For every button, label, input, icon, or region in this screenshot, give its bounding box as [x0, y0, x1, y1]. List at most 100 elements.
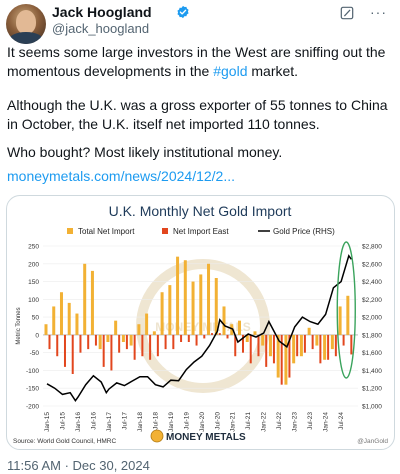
more-options-icon[interactable]: ··· — [370, 4, 387, 20]
bar-total-26 — [245, 334, 249, 342]
hashtag-link[interactable]: #gold — [213, 63, 248, 79]
watermark: MONEY METALS — [136, 259, 270, 393]
bar-east-19 — [195, 334, 198, 346]
chart-legend: Total Net Import Net Import East Gold Pric… — [67, 227, 335, 236]
chart-image-card[interactable]: MONEY METALS U.K. Monthly Net Gold Impor… — [6, 195, 395, 450]
x-tick-4: Jan-17 — [106, 412, 113, 432]
bar-total-19 — [191, 281, 195, 335]
bar-east-4 — [79, 334, 82, 353]
bar-total-21 — [207, 263, 211, 335]
bar-east-17 — [180, 334, 183, 342]
y-tick-4: 50 — [32, 315, 40, 322]
verified-badge-icon — [177, 5, 189, 19]
avatar-face — [16, 10, 36, 34]
bar-east-15 — [164, 334, 167, 350]
bar-total-7 — [98, 334, 102, 350]
y2-tick-6: $1,600 — [362, 350, 382, 357]
watermark-text: MONEY METALS — [155, 320, 251, 334]
x-tick-10: Jan-20 — [199, 412, 206, 432]
bar-east-37 — [334, 334, 337, 357]
y-tick-8: -150 — [26, 386, 39, 393]
bar-total-38 — [338, 306, 342, 335]
tweet-text-1b: market. — [247, 63, 299, 79]
bar-east-33 — [303, 334, 306, 353]
highlight-ellipse-shape — [336, 241, 356, 379]
y-axis-label: Metric Tonnes — [16, 307, 22, 344]
bar-east-36 — [327, 334, 330, 360]
bar-total-16 — [168, 285, 172, 335]
chart-title: U.K. Monthly Net Gold Import — [109, 203, 292, 219]
bar-east-0 — [48, 334, 51, 350]
bar-east-39 — [350, 334, 353, 355]
bar-east-18 — [187, 334, 190, 342]
bar-total-4 — [75, 313, 79, 335]
bar-total-10 — [121, 334, 125, 342]
chart-bars — [44, 256, 353, 385]
chart-source: Source: World Gold Council, HMRC — [13, 438, 116, 445]
bar-total-5 — [83, 263, 87, 335]
tweet-paragraph-2: Although the U.K. was a gross exporter o… — [7, 97, 388, 132]
x-tick-3: Jul-16 — [90, 412, 97, 430]
bar-east-30 — [280, 334, 283, 385]
bar-total-8 — [106, 334, 110, 342]
x-tick-15: Jul-22 — [276, 412, 283, 430]
bar-east-32 — [296, 334, 299, 357]
bar-east-14 — [156, 334, 159, 357]
bar-total-17 — [176, 256, 180, 335]
bar-total-28 — [261, 334, 265, 346]
bar-total-18 — [183, 260, 187, 335]
y2-tick-7: $1,400 — [362, 368, 382, 375]
tweet-timestamp[interactable]: 11:56 AM · Dec 30, 2024 — [7, 458, 150, 473]
bar-east-25 — [241, 334, 244, 353]
bar-total-1 — [52, 306, 56, 335]
y-tick-1: 200 — [28, 261, 39, 268]
y2-tick-1: $2,600 — [362, 261, 382, 268]
bar-total-2 — [59, 292, 63, 335]
chart-credit: @JanGold — [357, 438, 388, 445]
x-tick-1: Jul-15 — [59, 412, 66, 430]
bar-east-34 — [311, 334, 314, 350]
bar-east-27 — [257, 334, 260, 357]
y-tick-6: -50 — [30, 350, 40, 357]
author-name[interactable]: Jack Hoogland — [52, 4, 152, 20]
bar-total-36 — [323, 334, 327, 360]
tweet-paragraph-1: It seems some large investors in the Wes… — [7, 43, 397, 81]
x-tick-14: Jan-22 — [261, 412, 268, 432]
bar-east-3 — [71, 334, 74, 374]
grok-icon[interactable] — [340, 6, 354, 20]
tweet-text-1a: It seems some large investors in the Wes… — [7, 44, 386, 79]
author-handle[interactable]: @jack_hoogland — [52, 21, 150, 36]
bar-total-14 — [152, 331, 156, 335]
bar-east-22 — [218, 333, 221, 335]
x-tick-19: Jul-24 — [338, 412, 345, 430]
x-tick-16: Jan-23 — [292, 412, 299, 432]
bar-total-23 — [222, 306, 226, 335]
chart-footer: Source: World Gold Council, HMRC MONEY ME… — [13, 429, 388, 445]
y-tick-5: 0 — [35, 332, 39, 339]
bar-total-39 — [346, 295, 350, 335]
avatar[interactable] — [6, 4, 46, 44]
y-tick-3: 100 — [28, 297, 39, 304]
bar-total-33 — [299, 334, 303, 357]
bar-east-29 — [272, 334, 275, 364]
y2-tick-3: $2,200 — [362, 297, 382, 304]
bar-total-32 — [292, 334, 296, 364]
brand-name: MONEY METALS — [166, 432, 246, 443]
bar-east-23 — [226, 334, 229, 339]
bar-east-12 — [141, 334, 144, 357]
bar-east-10 — [125, 334, 128, 350]
y2-tick-2: $2,400 — [362, 279, 382, 286]
bar-east-8 — [110, 334, 113, 371]
bar-total-20 — [199, 274, 203, 335]
x-tick-9: Jul-19 — [183, 412, 190, 430]
tweet-paragraph-3: Who bought? Most likely institutional mo… — [7, 144, 283, 160]
bar-total-37 — [330, 334, 334, 350]
bar-total-15 — [160, 292, 164, 335]
bar-total-27 — [253, 331, 257, 335]
y2-tick-9: $1,000 — [362, 404, 382, 411]
x-tick-2: Jan-16 — [75, 412, 82, 432]
chart-axes: 250 200 150 100 50 0 -50 -100 -150 -200 $2,800 $2,6… — [16, 244, 382, 432]
article-link[interactable]: moneymetals.com/news/2024/12/2... — [7, 168, 236, 184]
x-tick-6: Jan-18 — [137, 412, 144, 432]
x-tick-18: Jan-24 — [323, 412, 330, 432]
